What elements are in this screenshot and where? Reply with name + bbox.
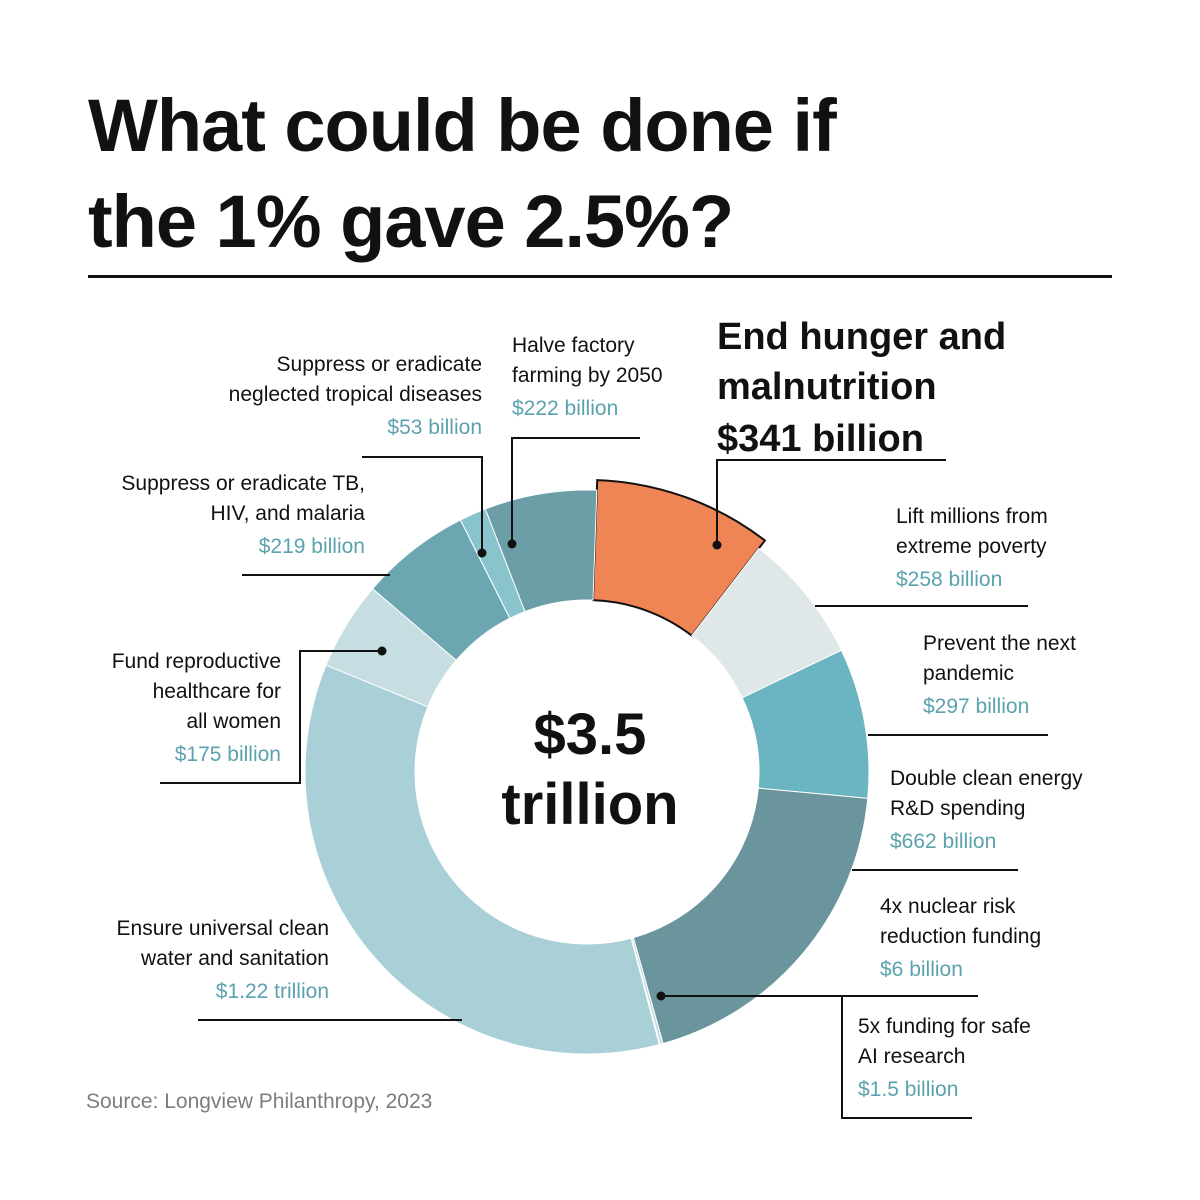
label-poverty-value: $258 billion — [896, 568, 1003, 591]
label-poverty: Lift millions from extreme poverty $258 … — [896, 502, 1048, 595]
label-clean-energy-value: $662 billion — [890, 830, 997, 853]
label-reproductive-line2: healthcare for — [152, 680, 281, 703]
page-title: What could be done if the 1% gave 2.5%? — [88, 78, 1088, 270]
label-factory-value: $222 billion — [512, 397, 619, 420]
leader-dot-hunger — [712, 540, 722, 550]
leader-line-hunger — [716, 459, 946, 545]
label-water-line2: water and sanitation — [141, 947, 329, 970]
label-nuclear: 4x nuclear risk reduction funding $6 bil… — [880, 892, 1041, 985]
center-total-unit: trillion — [501, 772, 679, 837]
label-tropical: Suppress or eradicate neglected tropical… — [122, 350, 482, 443]
leader-line-tropical — [362, 456, 483, 553]
label-tropical-line2: neglected tropical diseases — [228, 383, 482, 406]
label-factory-line1: Halve factory — [512, 334, 635, 357]
label-hunger: End hunger and malnutrition $341 billion — [717, 312, 1006, 464]
label-pandemic-value: $297 billion — [923, 695, 1030, 718]
title-divider — [88, 275, 1112, 278]
leader-line-ai-bracket — [841, 996, 972, 1119]
label-tb-hiv-line2: HIV, and malaria — [210, 502, 365, 525]
label-tb-hiv: Suppress or eradicate TB, HIV, and malar… — [40, 469, 365, 562]
leader-dot-reproductive — [377, 646, 387, 656]
label-clean-energy-line2: R&D spending — [890, 797, 1026, 820]
label-water: Ensure universal clean water and sanitat… — [40, 914, 329, 1007]
label-reproductive-value: $175 billion — [174, 743, 281, 766]
label-hunger-line1: End hunger and — [717, 316, 1007, 358]
label-ai-value: $1.5 billion — [858, 1078, 959, 1101]
label-water-value: $1.22 trillion — [215, 980, 329, 1003]
title-line-1: What could be done if — [88, 84, 837, 167]
label-factory: Halve factory farming by 2050 $222 billi… — [512, 331, 663, 424]
label-reproductive-line3: all women — [186, 710, 281, 733]
label-reproductive-line1: Fund reproductive — [111, 650, 281, 673]
slice-clean-energy — [632, 787, 869, 1045]
label-nuclear-line2: reduction funding — [880, 925, 1042, 948]
label-nuclear-line1: 4x nuclear risk — [880, 895, 1016, 918]
leader-line-reproductive — [160, 650, 382, 784]
label-pandemic-line1: Prevent the next — [923, 632, 1076, 655]
label-tropical-value: $53 billion — [387, 416, 482, 439]
leader-line-factory — [511, 437, 640, 544]
source-note: Source: Longview Philanthropy, 2023 — [86, 1090, 433, 1113]
label-factory-line2: farming by 2050 — [512, 364, 663, 387]
center-total: $3.5 trillion — [450, 700, 730, 840]
title-line-2: the 1% gave 2.5%? — [88, 180, 734, 263]
label-poverty-line1: Lift millions from — [896, 505, 1048, 528]
label-nuclear-value: $6 billion — [880, 958, 963, 981]
label-clean-energy-line1: Double clean energy — [890, 767, 1083, 790]
label-tropical-line1: Suppress or eradicate — [276, 353, 482, 376]
label-ai: 5x funding for safe AI research $1.5 bil… — [858, 1012, 1031, 1105]
leader-dot-factory — [507, 539, 517, 549]
leader-dot-ai — [656, 991, 666, 1001]
label-tb-hiv-value: $219 billion — [258, 535, 365, 558]
slice-hunger — [591, 479, 767, 638]
leader-lines — [160, 437, 1048, 1119]
label-clean-energy: Double clean energy R&D spending $662 bi… — [890, 764, 1083, 857]
donut-slices — [304, 479, 870, 1055]
label-hunger-line2: malnutrition — [717, 366, 937, 408]
label-reproductive: Fund reproductive healthcare for all wom… — [40, 647, 281, 770]
center-total-amount: $3.5 — [533, 702, 647, 767]
label-ai-line1: 5x funding for safe — [858, 1015, 1031, 1038]
slice-water — [304, 664, 660, 1055]
label-ai-line2: AI research — [858, 1045, 966, 1068]
label-pandemic: Prevent the next pandemic $297 billion — [923, 629, 1076, 722]
label-hunger-value: $341 billion — [717, 418, 924, 460]
label-water-line1: Ensure universal clean — [116, 917, 329, 940]
label-tb-hiv-line1: Suppress or eradicate TB, — [121, 472, 365, 495]
slice-factory — [484, 489, 598, 613]
leader-dot-tropical — [477, 548, 487, 558]
label-poverty-line2: extreme poverty — [896, 535, 1047, 558]
label-pandemic-line2: pandemic — [923, 662, 1015, 685]
